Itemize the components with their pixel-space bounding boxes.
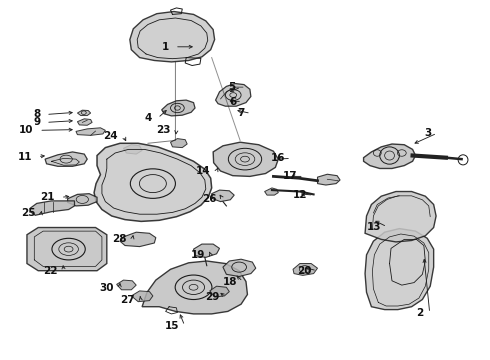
Text: 29: 29 [205,292,220,302]
Polygon shape [293,264,318,275]
Text: 2: 2 [416,308,424,318]
Text: 30: 30 [99,283,114,293]
Text: 1: 1 [162,42,169,52]
Text: 8: 8 [33,109,40,120]
Text: 15: 15 [164,321,179,331]
Text: 22: 22 [43,266,58,276]
Text: 6: 6 [229,96,236,107]
Text: 20: 20 [296,266,311,276]
Polygon shape [223,259,256,276]
Polygon shape [213,142,278,176]
Text: 16: 16 [270,153,285,163]
Text: 14: 14 [196,166,211,176]
Text: 28: 28 [112,234,126,244]
Polygon shape [27,228,107,271]
Text: 17: 17 [283,171,298,181]
Polygon shape [142,261,247,314]
Polygon shape [77,119,92,125]
Polygon shape [120,232,156,247]
Text: 23: 23 [156,125,171,135]
Polygon shape [171,139,187,148]
Polygon shape [265,188,278,195]
Text: 21: 21 [40,192,55,202]
Text: 24: 24 [103,131,118,141]
Text: 18: 18 [222,276,237,287]
Polygon shape [364,144,416,168]
Polygon shape [130,12,215,62]
Text: 26: 26 [202,194,217,204]
Text: 10: 10 [19,125,33,135]
Text: 7: 7 [238,108,245,118]
Polygon shape [210,286,229,297]
Text: 3: 3 [424,128,431,138]
Polygon shape [30,201,74,215]
Text: 19: 19 [191,250,205,260]
Text: 27: 27 [120,294,135,305]
Text: 4: 4 [145,113,152,123]
Polygon shape [318,174,340,185]
Polygon shape [131,291,153,302]
Polygon shape [117,280,136,290]
Polygon shape [123,145,142,154]
Text: 12: 12 [293,190,308,200]
Polygon shape [94,143,212,221]
Polygon shape [162,100,195,116]
Polygon shape [68,194,97,206]
Text: 25: 25 [21,208,35,218]
Polygon shape [77,110,91,116]
Text: 13: 13 [367,222,381,232]
Text: 5: 5 [228,82,235,92]
Polygon shape [365,192,436,242]
Text: 11: 11 [17,152,32,162]
Polygon shape [212,190,234,202]
Polygon shape [216,84,251,106]
Polygon shape [365,229,434,310]
Text: 9: 9 [33,117,40,127]
Polygon shape [76,128,105,135]
Polygon shape [194,244,220,257]
Polygon shape [45,152,87,166]
